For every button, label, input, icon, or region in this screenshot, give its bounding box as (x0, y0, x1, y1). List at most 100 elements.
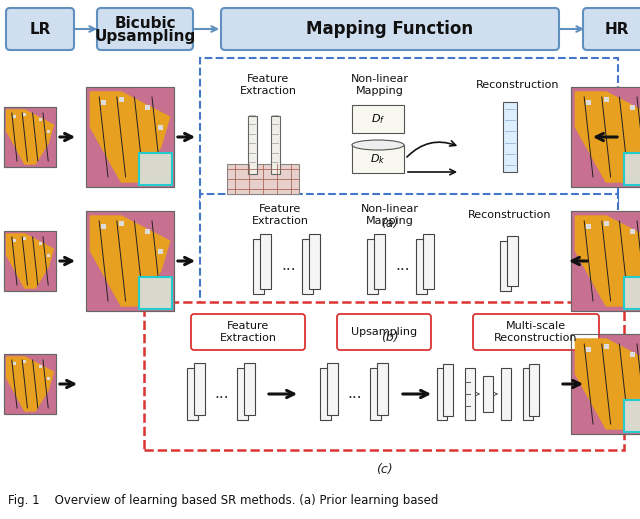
Bar (237, 368, 248, 420)
Bar (13, 115, 16, 117)
Text: Multi-scale
Reconstruction: Multi-scale Reconstruction (494, 321, 578, 343)
Bar (4, 354, 56, 414)
Bar (144, 302, 624, 450)
Bar (326, 363, 337, 415)
Bar (503, 102, 517, 172)
FancyBboxPatch shape (6, 8, 74, 50)
Bar (47, 130, 50, 132)
Bar (301, 239, 312, 294)
Bar (506, 236, 518, 286)
Bar (630, 104, 636, 110)
Bar (586, 224, 591, 228)
Bar (4, 107, 56, 167)
Bar (586, 100, 591, 104)
Text: $D_f$: $D_f$ (371, 112, 385, 126)
Text: HR: HR (605, 21, 629, 36)
Text: (b): (b) (381, 331, 399, 344)
Bar (39, 241, 42, 244)
Text: Non-linear
Mapping: Non-linear Mapping (351, 74, 409, 96)
Text: ...: ... (214, 387, 229, 402)
Bar (86, 211, 174, 311)
Bar (86, 87, 174, 187)
Bar (86, 211, 174, 311)
Text: Reconstruction: Reconstruction (468, 210, 552, 220)
Text: LR: LR (29, 21, 51, 36)
Text: Bicubic: Bicubic (114, 16, 176, 31)
Bar (243, 363, 255, 415)
Bar (374, 234, 385, 289)
Bar (571, 87, 640, 187)
Bar (571, 211, 640, 311)
Bar (4, 107, 56, 167)
Bar (571, 87, 640, 187)
Bar (571, 334, 640, 434)
Bar (465, 368, 475, 420)
Bar (623, 153, 640, 185)
Ellipse shape (352, 140, 404, 150)
Bar (437, 368, 447, 420)
Bar (193, 363, 205, 415)
FancyBboxPatch shape (337, 314, 431, 350)
Bar (101, 224, 106, 228)
Bar (23, 113, 26, 116)
Bar (253, 239, 264, 294)
FancyBboxPatch shape (583, 8, 640, 50)
Bar (367, 239, 378, 294)
Bar (571, 334, 640, 434)
Bar (499, 241, 511, 291)
Bar (443, 364, 453, 416)
Bar (47, 376, 50, 379)
Bar (39, 117, 42, 120)
Text: ...: ... (282, 258, 296, 274)
FancyBboxPatch shape (221, 8, 559, 50)
Bar (4, 354, 56, 414)
Text: Fig. 1    Overview of learning based SR methods. (a) Prior learning based: Fig. 1 Overview of learning based SR met… (8, 494, 438, 507)
Bar (39, 364, 42, 367)
Text: Feature
Extraction: Feature Extraction (239, 74, 296, 96)
Bar (86, 87, 174, 187)
Bar (630, 228, 636, 234)
Bar (352, 145, 404, 173)
Text: Upsampling: Upsampling (94, 30, 196, 45)
Bar (623, 277, 640, 309)
FancyBboxPatch shape (191, 314, 305, 350)
Text: Non-linear
Mapping: Non-linear Mapping (361, 204, 419, 226)
Bar (523, 368, 533, 420)
Bar (158, 249, 163, 253)
Bar (571, 211, 640, 311)
Bar (158, 125, 163, 130)
Bar (376, 363, 387, 415)
Bar (145, 104, 150, 110)
Bar (415, 239, 426, 294)
Bar (118, 221, 124, 225)
Polygon shape (6, 234, 53, 288)
Text: Mapping Function: Mapping Function (307, 20, 474, 38)
Bar (352, 105, 404, 133)
Bar (139, 277, 172, 309)
Bar (630, 351, 636, 357)
Polygon shape (575, 216, 640, 306)
Bar (227, 164, 299, 194)
Polygon shape (575, 339, 640, 429)
Bar (47, 253, 50, 256)
Bar (623, 400, 640, 432)
Bar (586, 347, 591, 351)
Bar (319, 368, 330, 420)
Bar (308, 234, 319, 289)
Text: (a): (a) (381, 216, 399, 229)
Text: ...: ... (396, 258, 410, 274)
Bar (4, 231, 56, 291)
Bar (604, 97, 609, 102)
Bar (23, 360, 26, 363)
Text: (c): (c) (376, 463, 392, 476)
FancyBboxPatch shape (97, 8, 193, 50)
Bar (501, 368, 511, 420)
Polygon shape (6, 357, 53, 411)
Bar (369, 368, 381, 420)
Bar (604, 221, 609, 225)
Polygon shape (90, 92, 170, 182)
Bar (604, 344, 609, 348)
Bar (13, 362, 16, 364)
Bar (271, 116, 280, 174)
Bar (13, 239, 16, 241)
